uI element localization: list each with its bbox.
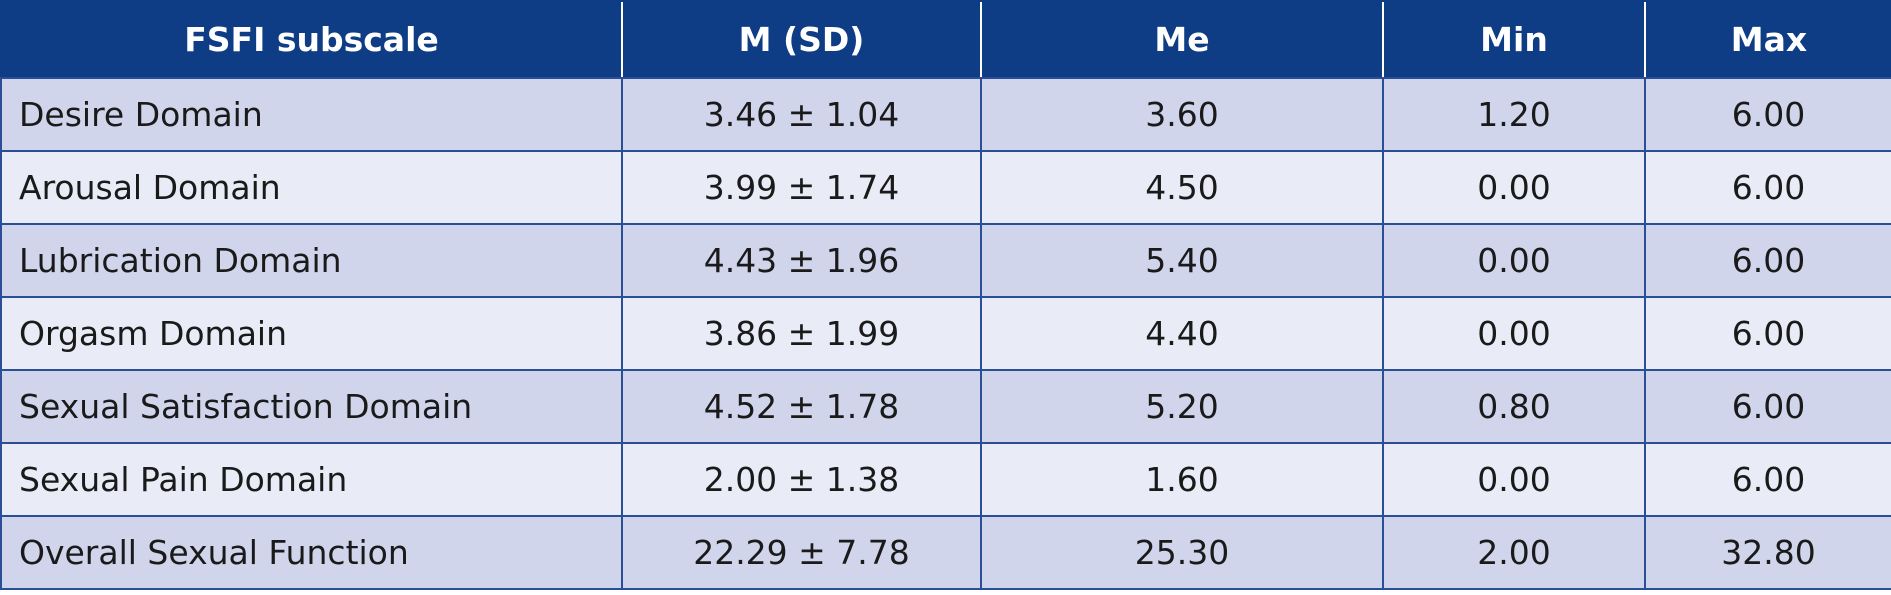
cell-min: 2.00 <box>1382 515 1646 590</box>
table-row: Orgasm Domain 3.86 ± 1.99 4.40 0.00 6.00 <box>0 296 1891 371</box>
row-label: Arousal Domain <box>0 150 623 225</box>
table-row: Sexual Pain Domain 2.00 ± 1.38 1.60 0.00… <box>0 442 1891 517</box>
cell-mean-sd: 22.29 ± 7.78 <box>621 515 982 590</box>
table-row: Sexual Satisfaction Domain 4.52 ± 1.78 5… <box>0 369 1891 444</box>
row-label: Overall Sexual Function <box>0 515 623 590</box>
row-label: Sexual Pain Domain <box>0 442 623 517</box>
cell-median: 1.60 <box>980 442 1384 517</box>
cell-min: 0.80 <box>1382 369 1646 444</box>
cell-min: 0.00 <box>1382 223 1646 298</box>
header-fsfi-subscale: FSFI subscale <box>0 0 622 79</box>
cell-mean-sd: 3.86 ± 1.99 <box>621 296 982 371</box>
cell-max: 32.80 <box>1644 515 1891 590</box>
header-mean-sd: M (SD) <box>621 0 981 79</box>
cell-max: 6.00 <box>1644 442 1891 517</box>
row-label: Orgasm Domain <box>0 296 623 371</box>
table-row: Lubrication Domain 4.43 ± 1.96 5.40 0.00… <box>0 223 1891 298</box>
table-body: Desire Domain 3.46 ± 1.04 3.60 1.20 6.00… <box>0 77 1891 590</box>
cell-median: 3.60 <box>980 77 1384 152</box>
header-min: Min <box>1382 0 1645 79</box>
cell-max: 6.00 <box>1644 77 1891 152</box>
cell-median: 5.20 <box>980 369 1384 444</box>
header-max: Max <box>1644 0 1891 79</box>
cell-median: 4.50 <box>980 150 1384 225</box>
cell-median: 4.40 <box>980 296 1384 371</box>
cell-max: 6.00 <box>1644 223 1891 298</box>
table-header: FSFI subscale M (SD) Me Min Max <box>0 0 1891 79</box>
table-row: Overall Sexual Function 22.29 ± 7.78 25.… <box>0 515 1891 590</box>
table-row: Arousal Domain 3.99 ± 1.74 4.50 0.00 6.0… <box>0 150 1891 225</box>
row-label: Sexual Satisfaction Domain <box>0 369 623 444</box>
cell-min: 0.00 <box>1382 296 1646 371</box>
table-row: Desire Domain 3.46 ± 1.04 3.60 1.20 6.00 <box>0 77 1891 152</box>
cell-mean-sd: 3.46 ± 1.04 <box>621 77 982 152</box>
cell-min: 0.00 <box>1382 150 1646 225</box>
cell-median: 5.40 <box>980 223 1384 298</box>
cell-max: 6.00 <box>1644 369 1891 444</box>
cell-median: 25.30 <box>980 515 1384 590</box>
cell-mean-sd: 4.52 ± 1.78 <box>621 369 982 444</box>
cell-mean-sd: 2.00 ± 1.38 <box>621 442 982 517</box>
cell-mean-sd: 3.99 ± 1.74 <box>621 150 982 225</box>
cell-max: 6.00 <box>1644 296 1891 371</box>
cell-max: 6.00 <box>1644 150 1891 225</box>
cell-mean-sd: 4.43 ± 1.96 <box>621 223 982 298</box>
cell-min: 1.20 <box>1382 77 1646 152</box>
header-median: Me <box>980 0 1383 79</box>
cell-min: 0.00 <box>1382 442 1646 517</box>
row-label: Desire Domain <box>0 77 623 152</box>
row-label: Lubrication Domain <box>0 223 623 298</box>
header-row: FSFI subscale M (SD) Me Min Max <box>0 0 1891 79</box>
